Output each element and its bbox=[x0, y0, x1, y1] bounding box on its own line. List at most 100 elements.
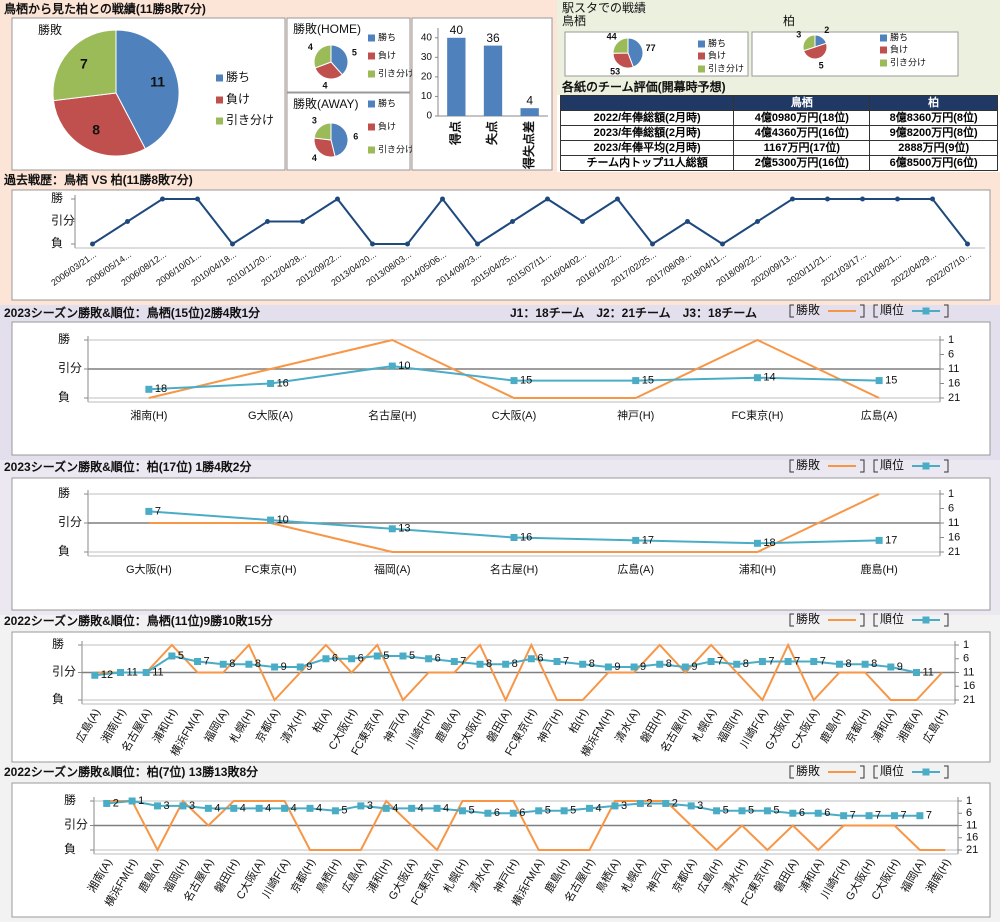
y-tick-label: 勝 bbox=[58, 331, 70, 346]
legend-bracket bbox=[944, 459, 949, 473]
slice-label: 11 bbox=[150, 73, 165, 89]
table-row: チーム内トップ11人総額 2億5300万円(16位) 6億8500万円(6位) bbox=[559, 155, 998, 171]
point-marker bbox=[755, 219, 760, 224]
table-row: 2023/年俸総額(2月時) 4億4360万円(16位) 9億8200万円(8位) bbox=[559, 125, 998, 141]
point-marker bbox=[440, 196, 445, 202]
x-tick-label: G大阪(A) bbox=[248, 408, 293, 422]
point-label: 6 bbox=[519, 807, 525, 819]
point-marker bbox=[510, 219, 515, 224]
point-marker bbox=[230, 804, 238, 812]
chart-title: 勝敗(AWAY) bbox=[293, 96, 359, 111]
y-tick-label: 引分 bbox=[58, 515, 82, 529]
legend-marker bbox=[922, 462, 930, 470]
y2-tick-label: 1 bbox=[948, 488, 954, 500]
cell: 2022/年俸総額(2月時) bbox=[559, 110, 735, 126]
point-label: 15 bbox=[520, 375, 532, 387]
legend-swatch bbox=[368, 34, 375, 42]
point-label: 5 bbox=[545, 805, 551, 817]
table-row: 2023/年俸平均(2月時) 1167万円(17位) 2888万円(9位) bbox=[559, 140, 998, 156]
point-marker bbox=[509, 809, 517, 817]
cell: 6億8500万円(6位) bbox=[869, 155, 998, 171]
bar bbox=[520, 108, 539, 116]
point-marker bbox=[789, 809, 797, 817]
y2-tick-label: 21 bbox=[966, 844, 978, 856]
point-marker bbox=[204, 804, 212, 812]
point-marker bbox=[840, 812, 848, 820]
point-label: 9 bbox=[614, 661, 620, 673]
evaluation-table: 鳥栖柏 2022/年俸総額(2月時) 4億0980万円(18位) 8億8360万円(… bbox=[559, 95, 998, 171]
point-marker bbox=[370, 241, 375, 247]
point-marker bbox=[476, 660, 484, 668]
chart-title: 鳥栖 bbox=[562, 13, 586, 28]
point-label: 6 bbox=[537, 653, 543, 665]
point-label: 11 bbox=[152, 666, 163, 678]
x-tick-label: 福岡(A) bbox=[374, 562, 411, 576]
point-label: 5 bbox=[468, 805, 474, 817]
legend-label: 引き分け bbox=[890, 57, 926, 67]
point-label: 7 bbox=[820, 655, 826, 667]
point-label: 8 bbox=[845, 658, 851, 670]
y-tick-label: 0 bbox=[426, 111, 432, 122]
point-marker bbox=[357, 802, 365, 810]
point-label: 7 bbox=[155, 505, 161, 517]
x-tick-label: C大阪(A) bbox=[492, 408, 537, 422]
point-marker bbox=[348, 655, 356, 663]
y-tick-label: 勝 bbox=[52, 636, 64, 651]
table-header: 鳥栖柏 bbox=[559, 95, 998, 111]
point-label: 3 bbox=[367, 800, 373, 812]
point-label: 9 bbox=[306, 661, 312, 673]
pie-slice bbox=[330, 122, 349, 158]
point-marker bbox=[128, 797, 136, 805]
chart-box bbox=[411, 17, 553, 171]
point-marker bbox=[810, 658, 818, 665]
legend-label: 勝ち bbox=[708, 37, 726, 48]
point-marker bbox=[154, 802, 162, 810]
legend-bracket bbox=[944, 304, 949, 318]
point-marker bbox=[168, 652, 176, 660]
point-marker bbox=[545, 196, 550, 202]
point-label: 3 bbox=[621, 800, 627, 812]
bar-value-label: 36 bbox=[486, 31, 500, 45]
pie-slice bbox=[612, 52, 634, 69]
x-tick-label: 得点 bbox=[448, 121, 463, 146]
point-marker bbox=[388, 362, 396, 370]
legend-swatch bbox=[880, 46, 887, 54]
point-marker bbox=[875, 377, 883, 385]
point-marker bbox=[758, 658, 766, 665]
legend-swatch bbox=[880, 59, 887, 67]
y2-tick-label: 11 bbox=[963, 666, 974, 678]
legend-marker bbox=[922, 616, 930, 624]
point-marker bbox=[194, 658, 202, 665]
series-line bbox=[91, 197, 969, 246]
point-label: 12 bbox=[101, 669, 113, 681]
cell: 4億4360万円(16位) bbox=[733, 125, 871, 141]
point-marker bbox=[916, 812, 924, 820]
point-marker bbox=[713, 807, 721, 815]
point-marker bbox=[527, 655, 535, 663]
legend-label: 勝敗 bbox=[796, 302, 820, 317]
point-label: 4 bbox=[316, 802, 322, 814]
point-marker bbox=[579, 660, 587, 668]
point-label: 7 bbox=[563, 655, 569, 667]
x-tick-label: G大阪(H) bbox=[126, 562, 172, 576]
legend-label: 勝ち bbox=[890, 31, 908, 42]
point-label: 8 bbox=[743, 658, 749, 670]
point-label: 10 bbox=[277, 514, 289, 526]
legend-label: 順位 bbox=[880, 763, 904, 778]
pie-slice bbox=[52, 92, 146, 157]
y-tick-label: 負 bbox=[52, 692, 64, 706]
point-marker bbox=[399, 652, 407, 660]
y2-tick-label: 6 bbox=[966, 807, 972, 819]
point-marker bbox=[255, 804, 263, 812]
point-label: 6 bbox=[435, 653, 441, 665]
point-label: 7 bbox=[850, 810, 856, 822]
y-tick-label: 引分 bbox=[58, 361, 82, 375]
legend-label: 引き分け bbox=[226, 113, 274, 127]
bar bbox=[483, 45, 503, 116]
point-marker bbox=[91, 671, 99, 679]
legend-label: 勝ち bbox=[226, 69, 250, 84]
point-marker bbox=[753, 539, 761, 547]
point-marker bbox=[125, 219, 130, 224]
point-marker bbox=[271, 663, 279, 671]
point-marker bbox=[738, 807, 746, 815]
